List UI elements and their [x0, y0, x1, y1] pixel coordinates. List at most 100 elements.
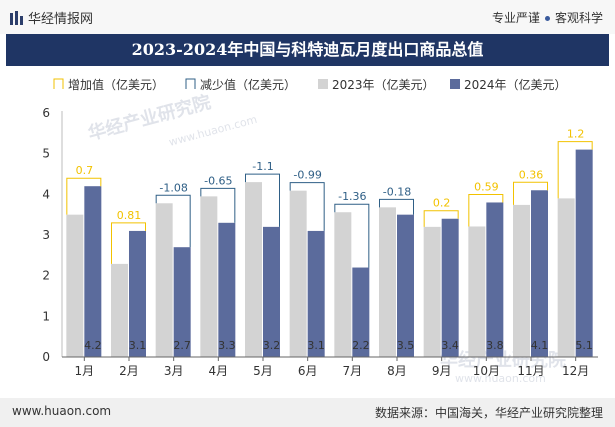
increase-bracket	[423, 210, 459, 227]
legend-2023-swatch	[318, 79, 328, 89]
brand-logo-icon	[10, 10, 23, 25]
bullet-icon	[544, 16, 550, 21]
legend-2023-item: 2023年（亿美元）	[318, 77, 435, 92]
increase-bracket	[468, 193, 504, 227]
bar-2024	[352, 267, 370, 357]
bar-2023	[155, 203, 173, 357]
legend-2024-label: 2024年（亿美元）	[464, 77, 567, 92]
x-tick-label: 4月	[209, 364, 229, 378]
x-tick-label: 2月	[119, 364, 139, 378]
bar-2023	[423, 226, 441, 357]
bar-2023	[557, 198, 575, 357]
bar-2024	[486, 202, 504, 357]
bar-2023	[513, 204, 530, 357]
bar-2023	[66, 214, 84, 357]
y-tick-label: 0	[42, 350, 50, 364]
value-label-2024: 3.1	[307, 339, 325, 352]
bar-2023	[289, 190, 307, 357]
legend-2024-item: 2024年（亿美元）	[450, 77, 567, 92]
bar-2023	[245, 182, 262, 357]
change-label: 0.7	[76, 164, 94, 177]
bar-2023	[111, 263, 128, 357]
tagline-1: 专业严谨	[491, 11, 540, 25]
decrease-bracket	[379, 198, 414, 215]
legend-2023-label: 2023年（亿美元）	[332, 77, 435, 92]
x-tick-label: 12月	[562, 364, 589, 378]
increase-bracket	[111, 222, 146, 264]
legend-decrease-swatch	[185, 78, 196, 89]
brand: 华经情报网	[10, 8, 93, 27]
y-tick-label: 4	[42, 187, 50, 201]
title-bar: 2023-2024年中国与科特迪瓦月度出口商品总值	[6, 34, 609, 66]
x-tick-label: 7月	[343, 364, 363, 378]
change-label: 0.59	[474, 180, 499, 193]
tagline-2: 客观科学	[554, 11, 603, 25]
change-label: -0.99	[293, 169, 321, 182]
change-label: -1.1	[252, 160, 273, 173]
change-label: -0.18	[383, 185, 411, 198]
bar-2024	[575, 149, 593, 357]
bar-2023	[200, 196, 218, 357]
header-bar: 华经情报网 专业严谨 客观科学	[0, 0, 615, 34]
value-label-2024: 4.1	[531, 339, 549, 352]
x-tick-label: 11月	[517, 364, 544, 378]
x-tick-label: 3月	[164, 364, 184, 378]
bar-2024	[84, 186, 102, 357]
legend-increase-swatch	[53, 78, 64, 89]
bar-2024	[129, 230, 146, 357]
bar-2024	[441, 218, 459, 357]
x-tick-label: 1月	[75, 364, 95, 378]
footer-url[interactable]: www.huaon.com	[12, 404, 112, 418]
value-label-2024: 5.1	[575, 339, 593, 352]
legend-decrease-item: 减少值（亿美元）	[185, 77, 296, 92]
value-label-2024: 2.7	[173, 339, 191, 352]
y-tick-label: 6	[42, 106, 50, 120]
value-label-2024: 3.3	[218, 339, 236, 352]
y-tick-label: 3	[42, 228, 50, 242]
decrease-bracket	[334, 203, 370, 268]
y-axis: 0 1 2 3 4 5 6	[42, 106, 63, 364]
change-label: 1.2	[567, 128, 585, 141]
bar-2024	[173, 247, 191, 357]
x-axis: 1月 2月 3月 4月 5月 6月 7月 8月 9月 10月 11月 12月	[62, 356, 598, 378]
change-label: 0.36	[519, 168, 544, 181]
y-tick-label: 2	[42, 269, 50, 283]
decrease-bracket	[200, 187, 236, 223]
value-label-2024: 3.5	[397, 339, 415, 352]
bar-2023	[379, 207, 396, 357]
bar-2023	[334, 212, 352, 357]
decrease-bracket	[289, 182, 325, 231]
bar-2024	[531, 190, 548, 357]
bar-2023	[468, 226, 486, 357]
value-label-2024: 3.4	[441, 339, 459, 352]
bar-2024	[263, 226, 280, 357]
y-tick-label: 5	[42, 147, 50, 161]
change-label: 0.2	[433, 197, 451, 210]
footer: www.huaon.com 数据来源：中国海关，华经产业研究院整理	[0, 398, 615, 427]
chart: 增加值（亿美元） 减少值（亿美元） 2023年（亿美元） 2024年（亿美元） 华经产…	[42, 77, 598, 385]
legend-increase-label: 增加值（亿美元）	[68, 77, 164, 92]
decrease-bracket	[155, 194, 191, 248]
change-label: -1.36	[338, 190, 366, 203]
value-label-2024: 3.8	[486, 339, 504, 352]
decrease-bracket	[245, 173, 280, 227]
legend-2024-swatch	[450, 79, 460, 89]
value-label-2024: 2.2	[352, 339, 370, 352]
x-tick-label: 5月	[253, 364, 273, 378]
x-tick-label: 8月	[387, 364, 407, 378]
footer-source: 数据来源：中国海关，华经产业研究院整理	[374, 406, 603, 420]
increase-bracket	[557, 141, 593, 199]
x-tick-label: 9月	[432, 364, 452, 378]
change-label: -1.08	[159, 181, 187, 194]
value-label-2024: 4.2	[84, 339, 102, 352]
value-label-2024: 3.2	[263, 339, 281, 352]
legend-decrease-label: 减少值（亿美元）	[200, 77, 296, 92]
bar-2024	[218, 222, 236, 357]
x-tick-label: 10月	[473, 364, 500, 378]
change-label: -0.65	[204, 174, 232, 187]
increase-bracket	[66, 177, 102, 215]
increase-bracket	[513, 181, 548, 205]
bars: 0.7 4.2 0.81 3.1 -1.08 2.7 -0.65 3.3 -1.1 3.2 -0.9…	[66, 128, 593, 357]
change-label: 0.81	[117, 209, 142, 222]
brand-name: 华经情报网	[28, 12, 94, 27]
